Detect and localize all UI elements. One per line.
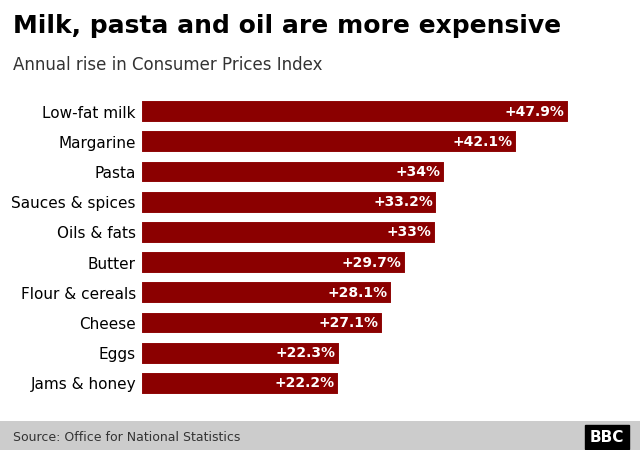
Bar [141, 372, 339, 395]
Text: Milk, pasta and oil are more expensive: Milk, pasta and oil are more expensive [13, 14, 561, 37]
Bar [141, 161, 445, 183]
Bar [141, 312, 383, 334]
Text: Annual rise in Consumer Prices Index: Annual rise in Consumer Prices Index [13, 56, 323, 74]
Bar [141, 342, 340, 364]
Text: Source: Office for National Statistics: Source: Office for National Statistics [13, 431, 240, 444]
Text: +47.9%: +47.9% [504, 104, 564, 118]
Text: +22.2%: +22.2% [275, 377, 335, 391]
Text: +29.7%: +29.7% [342, 256, 402, 270]
Text: +22.3%: +22.3% [276, 346, 335, 360]
Bar [141, 130, 517, 153]
Text: +34%: +34% [395, 165, 440, 179]
Text: +33%: +33% [387, 225, 431, 239]
Text: +28.1%: +28.1% [327, 286, 387, 300]
Text: BBC: BBC [589, 430, 624, 445]
Bar [141, 191, 438, 213]
Bar [141, 221, 436, 244]
Bar [141, 282, 392, 304]
Text: +27.1%: +27.1% [319, 316, 378, 330]
Bar [141, 251, 406, 274]
Bar [141, 100, 569, 123]
Text: +33.2%: +33.2% [373, 195, 433, 209]
Text: +42.1%: +42.1% [452, 135, 513, 149]
